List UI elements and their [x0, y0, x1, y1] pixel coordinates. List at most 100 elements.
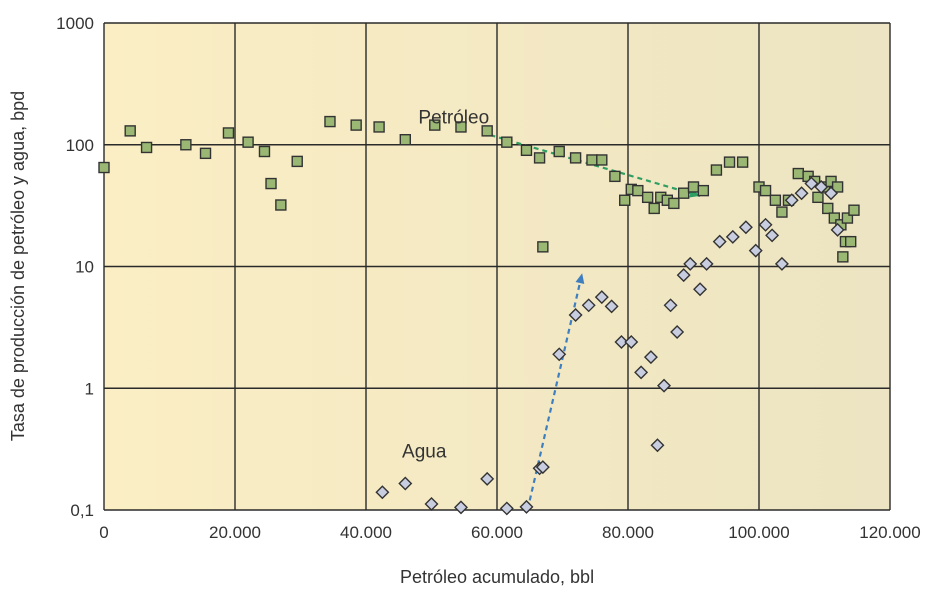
petroleo-point	[533, 152, 546, 164]
petroleo-point	[736, 156, 749, 168]
petroleo-point	[275, 199, 287, 211]
petroleo-point	[609, 170, 621, 183]
x-tick-labels: 0 20.000 40.000 60.000 80.000 100.000 120.000	[99, 523, 920, 542]
petroleo-point	[831, 181, 844, 193]
agua-point	[699, 256, 714, 271]
grid-lines	[103, 22, 891, 511]
x-tick-label: 100.000	[728, 523, 789, 542]
petroleo-point	[140, 141, 153, 154]
petroleo-point	[845, 235, 857, 248]
petroleo-point	[848, 204, 860, 216]
petroleo-point	[569, 152, 582, 164]
agua-point	[738, 220, 753, 235]
agua-point	[683, 256, 698, 271]
petroleo-point	[520, 144, 533, 157]
agua-point	[693, 282, 708, 297]
x-tick-label: 120.000	[859, 523, 920, 542]
petroleo-point	[697, 184, 710, 197]
petroleo-point	[501, 136, 513, 148]
agua-label: Agua	[402, 441, 447, 462]
y-tick-label: 1	[85, 379, 94, 398]
petroleo-point	[291, 155, 303, 168]
petroleo-point	[668, 197, 680, 210]
agua-point	[657, 378, 672, 393]
petroleo-point	[769, 194, 782, 206]
petroleo-point	[199, 147, 212, 160]
petroleo-point	[180, 139, 192, 151]
petroleo-point	[98, 161, 110, 174]
petroleo-point	[822, 202, 834, 215]
petroleo-label: Petróleo	[418, 107, 489, 128]
agua-point	[804, 176, 819, 191]
y-tick-labels: 0,1 1 10 100 1000	[56, 14, 94, 520]
agua-point	[712, 234, 727, 249]
petroleo-point	[648, 202, 660, 215]
agua-point	[375, 485, 390, 500]
petroleo-point	[399, 134, 411, 146]
petroleo-point	[537, 241, 549, 253]
agua-point	[634, 365, 649, 380]
agua-point	[594, 290, 609, 305]
petroleo-point	[759, 184, 772, 197]
petroleo-point	[455, 121, 467, 133]
agua-point	[784, 193, 799, 208]
data-markers	[98, 115, 860, 516]
petroleo-point	[258, 145, 271, 158]
y-tick-label: 1000	[56, 14, 94, 33]
petroleo-point	[812, 191, 824, 204]
y-tick-label: 0,1	[70, 501, 94, 520]
x-tick-label: 40.000	[340, 523, 392, 542]
agua-point	[398, 476, 413, 491]
petroleo-point	[841, 212, 854, 224]
agua-point	[519, 499, 534, 514]
agua-point	[765, 228, 780, 243]
petroleo-point	[632, 184, 644, 197]
petroleo-point	[828, 212, 841, 224]
agua-point	[670, 324, 685, 339]
petroleo-point	[596, 154, 608, 166]
petroleo-point	[677, 187, 690, 199]
petroleo-point	[687, 181, 700, 193]
x-tick-label: 60.000	[471, 523, 523, 542]
agua-point	[614, 334, 629, 349]
agua-point	[568, 307, 583, 322]
petroleo-point	[242, 136, 254, 148]
agua-point	[453, 500, 468, 515]
petroleo-point	[553, 145, 565, 158]
agua-point	[814, 179, 829, 194]
agua-point	[676, 268, 691, 283]
arrow-head	[575, 273, 585, 285]
agua-point	[794, 186, 809, 201]
petroleo-point	[124, 125, 136, 137]
agua-point	[424, 497, 439, 511]
x-tick-label: 0	[99, 523, 108, 542]
petroleo-point	[776, 206, 788, 218]
petroleo-point	[222, 127, 235, 139]
agua-point	[499, 501, 514, 516]
x-tick-label: 20.000	[209, 523, 261, 542]
y-axis-title: Tasa de producción de petróleo y agua, b…	[8, 91, 28, 441]
agua-point	[480, 471, 495, 486]
agua-point	[774, 256, 789, 271]
petroleo-point	[586, 154, 598, 166]
agua-point	[581, 298, 596, 313]
agua-point	[663, 298, 678, 313]
agua-point	[650, 438, 665, 453]
x-axis-title: Petróleo acumulado, bbl	[400, 567, 594, 587]
agua-point	[830, 222, 845, 237]
petroleo-point	[710, 164, 723, 176]
petroleo-point	[373, 121, 385, 133]
petroleo-point	[324, 115, 336, 128]
petroleo-point	[723, 156, 736, 168]
agua-point	[748, 243, 763, 258]
petroleo-point	[619, 194, 631, 206]
petroleo-point	[350, 119, 362, 131]
y-tick-label: 100	[66, 136, 94, 155]
petroleo-point	[265, 177, 277, 190]
agua-point	[643, 350, 658, 365]
x-tick-label: 80.000	[602, 523, 654, 542]
petroleo-point	[792, 167, 804, 180]
agua-point	[624, 334, 639, 349]
petroleo-point	[837, 251, 849, 263]
